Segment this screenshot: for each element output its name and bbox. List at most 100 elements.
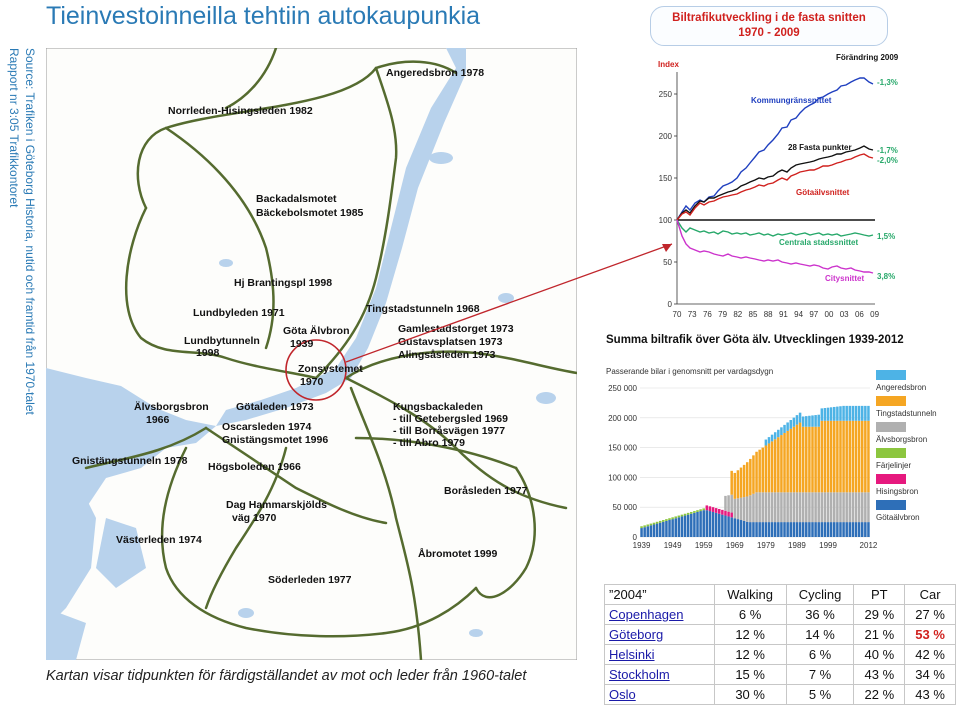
map-label: 1939 <box>290 338 314 350</box>
bar-segment <box>833 492 836 523</box>
city-link[interactable]: Helsinki <box>609 647 655 662</box>
map-label: Gustavsplatsen 1973 <box>398 336 503 348</box>
x-tick-label: 73 <box>688 310 697 319</box>
bar-segment <box>786 430 789 493</box>
x-tick-label: 06 <box>855 310 864 319</box>
bar-segment <box>777 429 780 438</box>
city-link[interactable]: Copenhagen <box>609 607 684 622</box>
bar-segment <box>668 518 671 521</box>
bar-segment <box>714 508 718 513</box>
bar-segment <box>792 492 796 523</box>
city-link[interactable]: Göteborg <box>609 627 664 642</box>
table-cell-highlight: 53 % <box>904 624 956 645</box>
bar-segment <box>752 522 755 537</box>
table-cell: 6 % <box>785 644 855 665</box>
label-kommun: Kommungränssnittet <box>751 96 832 105</box>
map-label: Åbromotet 1999 <box>418 547 498 560</box>
x-tick-label: 88 <box>764 310 773 319</box>
legend-swatch <box>876 396 906 406</box>
bar-segment <box>792 417 796 427</box>
city-link[interactable]: Stockholm <box>609 667 670 682</box>
table-row: Stockholm 15 % 7 % 43 % 34 % <box>604 664 956 685</box>
table-cell: 5 % <box>785 684 855 705</box>
map-label: Söderleden 1977 <box>268 574 352 586</box>
x-tick-label: 76 <box>703 310 712 319</box>
bar-segment <box>826 522 830 537</box>
bar-segment <box>842 492 845 523</box>
map-label: Oscarsleden 1974 <box>222 421 311 433</box>
bar-segment <box>736 470 740 499</box>
bar-segment <box>749 522 752 537</box>
table-cell: 30 % <box>713 684 787 705</box>
bar-segment <box>640 528 643 537</box>
map-label: Högsboleden 1966 <box>208 461 301 473</box>
bar-segment <box>842 522 845 537</box>
bar-segment <box>808 426 811 493</box>
page-title: Tieinvestoinneilla tehtiin autokaupunkia <box>46 2 481 30</box>
bar-segment <box>780 427 783 436</box>
bar-segment <box>680 514 684 517</box>
table-cell: 43 % <box>904 684 956 705</box>
bar-segment <box>836 492 839 523</box>
bar-segment <box>745 462 749 497</box>
bar-segment <box>649 525 653 537</box>
map-caption: Kartan visar tidpunkten för färdigställa… <box>46 668 527 684</box>
bar-segment <box>770 492 774 523</box>
map-label: Gamlestadstorget 1973 <box>398 323 514 335</box>
change-central: 1,5% <box>877 232 895 241</box>
table-cell: 15 % <box>713 664 787 685</box>
bar-segment <box>783 492 786 523</box>
legend-label: Götaälvbron <box>876 513 920 522</box>
bar-segment <box>742 520 746 537</box>
city-link[interactable]: Oslo <box>609 687 636 702</box>
bar-segment <box>749 495 752 523</box>
bar-segment <box>867 420 870 493</box>
bar-segment <box>798 522 802 537</box>
bar-segment <box>711 507 715 512</box>
table-cell: 29 % <box>853 604 906 625</box>
bar-segment <box>848 522 852 537</box>
bar-segment <box>773 522 777 537</box>
bar-segment <box>780 522 783 537</box>
x-tick-label: 1969 <box>726 541 744 550</box>
bar-segment <box>786 522 789 537</box>
bar-segment <box>836 522 839 537</box>
bar-segment <box>795 522 799 537</box>
bar-segment <box>854 522 858 537</box>
bar-segment <box>683 513 687 516</box>
bar-segment <box>733 472 737 499</box>
bar-segment <box>755 492 758 523</box>
bar-segment <box>721 509 724 515</box>
change-fasta: -1,7% <box>877 146 898 155</box>
bar-segment <box>798 412 802 423</box>
bar-segment <box>686 514 690 537</box>
bar-segment <box>833 522 836 537</box>
bar-segment <box>739 467 743 498</box>
y-tick-label: 150 <box>659 174 673 183</box>
bar-segment <box>854 492 858 523</box>
table-cell: 42 % <box>904 644 956 665</box>
source-note: Source: Trafiken i Göteborg Historia, nu… <box>2 48 38 468</box>
bar-segment <box>733 498 737 519</box>
bar-segment <box>857 420 861 493</box>
bar-segment <box>811 492 814 523</box>
y-tick-label: 250 000 <box>608 384 637 393</box>
y-tick-label: 50 <box>663 258 672 267</box>
bar-segment <box>864 405 867 421</box>
table-cell: 36 % <box>785 604 855 625</box>
bar-segment <box>724 495 727 511</box>
chart1-subtitle: 1970 - 2009 <box>738 27 800 39</box>
table-cell: 7 % <box>785 664 855 685</box>
bar-segment <box>817 426 820 493</box>
bar-segment <box>854 405 858 421</box>
x-tick-label: 00 <box>825 310 834 319</box>
map-label: Alingsåsleden 1973 <box>398 349 496 361</box>
bar-segment <box>801 426 805 493</box>
bar-segment <box>823 408 827 421</box>
table-header-cell: Car <box>904 584 956 605</box>
bar-segment <box>674 516 677 519</box>
bar-segment <box>792 426 796 493</box>
bar-segment <box>777 492 780 523</box>
legend-label: Angeredsbron <box>876 383 926 392</box>
bar-segment <box>730 494 733 513</box>
